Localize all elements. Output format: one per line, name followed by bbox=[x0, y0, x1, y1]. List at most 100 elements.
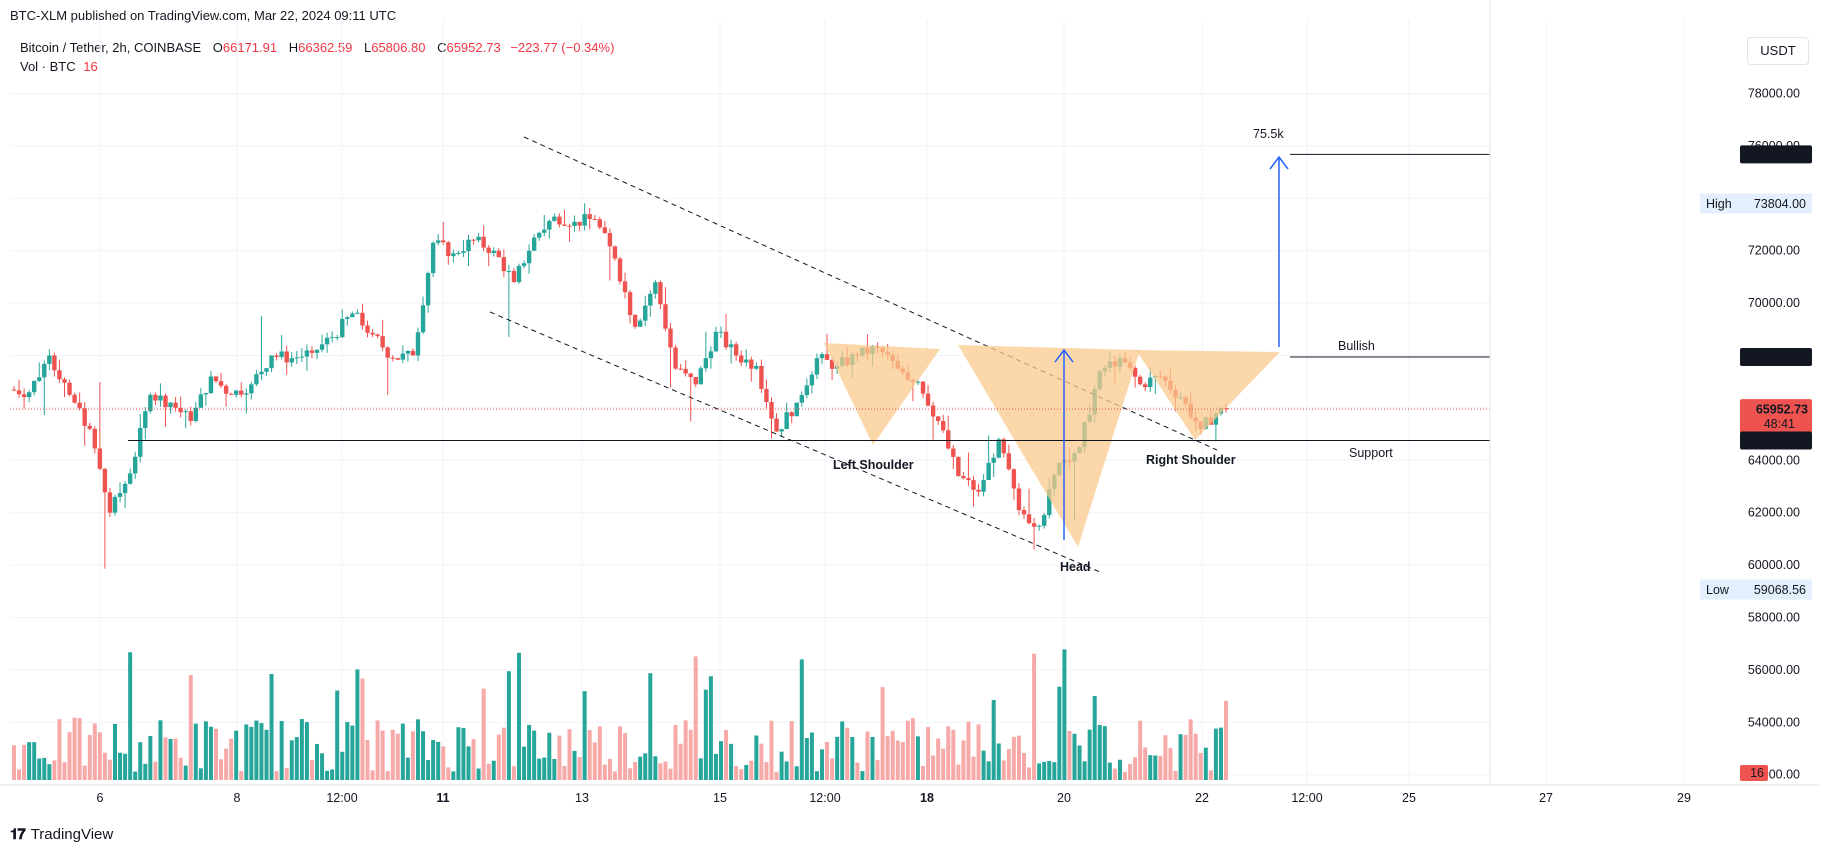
price-axis-tick: 58000.00 bbox=[1748, 611, 1800, 625]
candle-body bbox=[163, 395, 168, 408]
candle-body bbox=[436, 240, 441, 243]
candle-body bbox=[941, 421, 946, 431]
candle-body bbox=[269, 355, 274, 369]
high-tag-bg bbox=[1700, 193, 1812, 214]
volume-bar bbox=[809, 732, 814, 780]
volume-bar bbox=[97, 732, 102, 780]
candle-body bbox=[966, 478, 971, 481]
volume-bar bbox=[431, 740, 436, 780]
candle-body bbox=[72, 394, 77, 403]
volume-bar bbox=[764, 762, 769, 780]
volume-bar bbox=[986, 761, 991, 780]
volume-bar bbox=[597, 726, 602, 780]
change-value: −223.77 (−0.34%) bbox=[510, 40, 615, 55]
volume-last-tag-bg bbox=[1740, 765, 1768, 781]
volume-bar bbox=[633, 762, 638, 780]
candle-body bbox=[324, 337, 330, 345]
volume-bar bbox=[198, 768, 203, 780]
volume-bar bbox=[330, 769, 335, 780]
volume-bar bbox=[284, 767, 289, 780]
candle-body bbox=[385, 347, 390, 358]
volume-bar bbox=[325, 770, 330, 780]
volume-bar bbox=[163, 737, 168, 780]
volume-bar bbox=[148, 735, 153, 780]
candle-body bbox=[597, 219, 602, 228]
candle-body bbox=[814, 358, 820, 375]
volume-bar bbox=[1087, 729, 1092, 780]
volume-bar bbox=[905, 720, 910, 780]
volume-bar bbox=[294, 737, 299, 780]
volume-bar bbox=[107, 759, 112, 780]
volume-bar bbox=[921, 765, 925, 780]
volume-bar bbox=[527, 724, 532, 780]
open-label: O bbox=[212, 40, 223, 55]
candle-body bbox=[410, 350, 416, 356]
volume-bar bbox=[486, 763, 491, 780]
volume-bar bbox=[42, 757, 47, 780]
symbol-name[interactable]: Bitcoin / Tether, 2h, COINBASE bbox=[20, 40, 202, 55]
volume-bar bbox=[799, 659, 804, 780]
candle-body bbox=[698, 368, 703, 385]
volume-label[interactable]: Vol · BTC bbox=[20, 59, 76, 74]
bullish-label: Bullish bbox=[1338, 339, 1375, 353]
volume-bar bbox=[1218, 727, 1223, 780]
volume-bar bbox=[895, 740, 900, 780]
right-shoulder-shape[interactable] bbox=[1136, 350, 1280, 440]
volume-bar bbox=[1168, 747, 1173, 780]
volume-bar bbox=[1198, 752, 1203, 780]
candle-body bbox=[476, 236, 481, 241]
candle-body bbox=[193, 407, 198, 421]
left-shoulder-shape[interactable] bbox=[824, 343, 940, 445]
candle-body bbox=[223, 385, 229, 394]
channel-lower-line[interactable] bbox=[489, 311, 1101, 573]
volume-bar bbox=[62, 762, 67, 780]
candle-body bbox=[733, 344, 739, 356]
high-label: H bbox=[288, 40, 299, 55]
candle-body bbox=[678, 368, 683, 370]
volume-bar bbox=[304, 722, 309, 780]
candle-body bbox=[587, 214, 592, 219]
volume-bar bbox=[996, 743, 1001, 780]
candle-body bbox=[774, 418, 779, 432]
volume-bar bbox=[971, 756, 976, 780]
volume-bar bbox=[688, 729, 693, 780]
candle-body bbox=[400, 353, 406, 360]
volume-bar bbox=[825, 741, 830, 780]
candle-body bbox=[168, 402, 173, 408]
volume-bar bbox=[143, 763, 148, 780]
candle-body bbox=[703, 358, 709, 369]
candle-body bbox=[158, 395, 163, 401]
candle-body bbox=[986, 462, 991, 480]
volume-bar bbox=[941, 748, 946, 780]
candle-body bbox=[1143, 384, 1148, 388]
currency-button[interactable]: USDT bbox=[1747, 37, 1809, 65]
candle-body bbox=[218, 381, 224, 386]
volume-bar bbox=[602, 764, 607, 780]
high-tag-label: High bbox=[1706, 197, 1732, 211]
candle-body bbox=[87, 425, 92, 429]
candle-body bbox=[627, 292, 633, 316]
volume-bar bbox=[274, 771, 279, 780]
candle-body bbox=[461, 251, 466, 253]
price-axis-tick: 64000.00 bbox=[1748, 453, 1800, 467]
volume-bar bbox=[249, 726, 254, 780]
candle-body bbox=[511, 270, 517, 283]
time-axis-tick: 13 bbox=[575, 791, 589, 805]
footer: 𝟏𝟕 TradingView bbox=[10, 826, 113, 843]
volume-bar bbox=[92, 723, 97, 780]
head-shape[interactable] bbox=[958, 345, 1140, 547]
volume-bar bbox=[567, 729, 572, 780]
left-shoulder-label: Left Shoulder bbox=[833, 458, 914, 472]
volume-bar bbox=[683, 720, 688, 780]
candle-body bbox=[754, 365, 759, 369]
candle-body bbox=[350, 313, 355, 318]
volume-bar bbox=[72, 717, 77, 780]
volume-bar bbox=[12, 745, 16, 780]
volume-bar bbox=[234, 730, 239, 780]
volume-bar bbox=[976, 724, 981, 780]
volume-bar bbox=[360, 678, 365, 780]
volume-bar bbox=[931, 755, 936, 780]
volume-bar bbox=[118, 752, 123, 780]
footer-brand: TradingView bbox=[30, 826, 114, 843]
